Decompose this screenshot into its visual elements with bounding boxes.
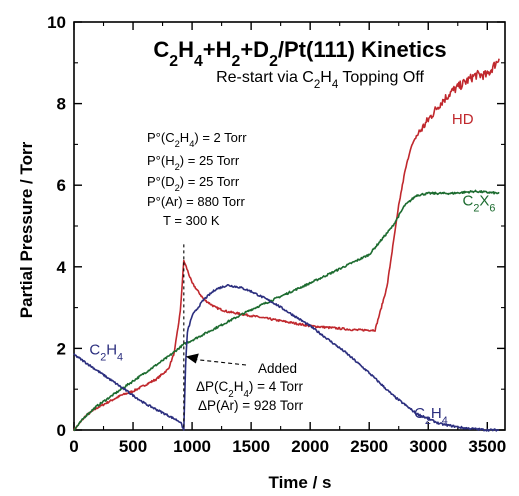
y-tick-label: 0 [57, 421, 66, 440]
axes: 0 500 1000 1500 2000 2500 3000 3500 0 2 4 6 8 10 [47, 13, 506, 456]
annotation-line: Added [258, 361, 297, 376]
series-label: C2X6 [462, 193, 495, 215]
chart-subtitle: Re-start via C2H4 Topping Off [216, 69, 424, 91]
condition-line: T = 300 K [163, 213, 220, 228]
series-label: C2H4 [89, 342, 123, 364]
x-axis-label: Time / s [269, 473, 332, 492]
series-line [73, 284, 500, 432]
y-tick-label: 4 [57, 258, 67, 277]
x-tick-label: 500 [119, 437, 147, 456]
series-line [73, 189, 500, 432]
condition-line: P°(Ar) = 880 Torr [147, 194, 245, 209]
x-tick-label: 2500 [350, 437, 388, 456]
x-tick-label: 3000 [409, 437, 447, 456]
annotation-arrowhead [185, 353, 199, 364]
annotation-arrow-line [195, 359, 247, 366]
x-tick-label: 2000 [291, 437, 329, 456]
y-tick-label: 6 [57, 176, 66, 195]
y-axis-label: Partial Pressure / Torr [17, 141, 36, 318]
x-tick-label: 3500 [468, 437, 506, 456]
conditions-block: P°(C2H4) = 2 Torr P°(H2) = 25 Torr P°(D2) … [147, 130, 247, 228]
x-tick-label: 1000 [173, 437, 211, 456]
series-layer: HD C2X6 C2H4 C2H4 [73, 58, 500, 432]
condition-line: P°(D2) = 25 Torr [147, 174, 240, 193]
x-tick-label: 0 [69, 437, 78, 456]
chart-title: C2H4+H2+D2/Pt(111) Kinetics [153, 37, 446, 70]
y-tick-label: 8 [57, 95, 66, 114]
annotation-line: ΔP(Ar) = 928 Torr [198, 398, 304, 413]
x-tick-label: 1500 [232, 437, 270, 456]
y-tick-label: 10 [47, 13, 66, 32]
condition-line: P°(C2H4) = 2 Torr [147, 130, 247, 149]
series-label: HD [452, 111, 474, 128]
annotation-line: ΔP(C2H4) = 4 Torr [196, 379, 303, 400]
y-tick-label: 2 [57, 339, 66, 358]
condition-line: P°(H2) = 25 Torr [147, 153, 240, 172]
series-line [73, 58, 500, 432]
series-label: C2H4 [414, 405, 448, 427]
